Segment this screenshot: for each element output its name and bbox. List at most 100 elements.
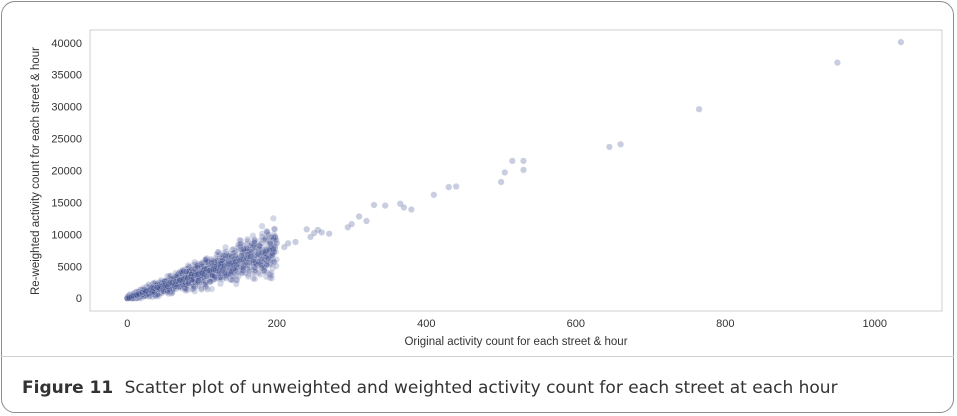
scatter-point: [201, 272, 209, 280]
scatter-point: [195, 272, 203, 280]
scatter-point: [192, 263, 200, 270]
scatter-point: [262, 259, 270, 267]
scatter-point: [148, 285, 156, 293]
scatter-point: [270, 235, 277, 243]
scatter-point: [194, 277, 202, 285]
scatter-point: [144, 289, 151, 296]
scatter-point: [222, 248, 230, 256]
scatter-point: [189, 274, 197, 282]
scatter-point: [126, 294, 134, 302]
scatter-point: [263, 229, 271, 237]
x-tick-label: 200: [268, 318, 286, 330]
scatter-point: [192, 260, 199, 268]
scatter-point: [148, 288, 156, 296]
scatter-point: [138, 290, 146, 298]
scatter-point: [147, 289, 155, 297]
scatter-point: [181, 269, 189, 277]
scatter-point: [147, 289, 155, 296]
scatter-point: [169, 282, 177, 289]
scatter-point: [251, 264, 259, 272]
scatter-point: [132, 291, 139, 299]
scatter-point: [131, 293, 139, 301]
scatter-point: [139, 288, 147, 296]
scatter-point: [163, 282, 170, 290]
scatter-point: [181, 277, 189, 285]
scatter-point: [265, 245, 273, 253]
scatter-point: [216, 262, 224, 270]
scatter-point: [133, 290, 141, 298]
scatter-point: [188, 273, 196, 280]
scatter-point: [124, 294, 132, 301]
scatter-point: [142, 291, 150, 298]
scatter-point: [216, 251, 224, 259]
scatter-point: [157, 285, 164, 293]
scatter-point: [169, 275, 177, 283]
scatter-point: [147, 289, 155, 296]
scatter-point: [218, 257, 226, 265]
scatter-point: [183, 265, 191, 273]
scatter-point: [154, 285, 162, 293]
scatter-point: [202, 280, 210, 288]
scatter-point: [240, 245, 248, 253]
scatter-point: [220, 273, 228, 281]
scatter-point: [184, 270, 192, 277]
scatter-point: [200, 264, 208, 272]
scatter-point: [230, 255, 238, 263]
scatter-point: [194, 277, 202, 284]
scatter-point: [152, 288, 160, 296]
scatter-point: [198, 263, 206, 271]
scatter-point: [144, 286, 152, 294]
scatter-point: [127, 294, 135, 302]
scatter-point: [210, 262, 218, 270]
scatter-point: [235, 272, 242, 280]
scatter-point: [177, 279, 184, 287]
scatter-point: [246, 246, 253, 254]
scatter-point: [189, 283, 197, 290]
scatter-point: [228, 246, 236, 254]
scatter-point: [124, 293, 132, 301]
scatter-point: [219, 266, 227, 274]
scatter-point: [133, 293, 141, 300]
scatter-point: [193, 268, 201, 276]
scatter-point: [124, 294, 131, 302]
scatter-point: [132, 291, 140, 299]
scatter-point: [188, 270, 196, 278]
scatter-point: [194, 277, 202, 285]
scatter-point: [244, 237, 252, 245]
scatter-point: [211, 258, 219, 266]
scatter-point: [209, 273, 216, 281]
scatter-point: [143, 286, 151, 294]
scatter-point: [224, 270, 232, 278]
scatter-point: [234, 241, 242, 249]
scatter-point: [250, 241, 258, 249]
scatter-point: [125, 294, 133, 302]
scatter-point: [235, 268, 243, 276]
scatter-point: [214, 249, 222, 256]
scatter-point: [258, 233, 266, 241]
scatter-point: [138, 288, 146, 295]
scatter-point: [198, 271, 206, 279]
scatter-point: [124, 294, 132, 302]
scatter-point: [130, 293, 138, 301]
scatter-point: [251, 268, 259, 276]
scatter-point: [202, 255, 210, 263]
scatter-point: [240, 253, 248, 261]
scatter-point: [128, 292, 136, 300]
scatter-point: [199, 267, 206, 275]
scatter-point: [183, 279, 191, 287]
scatter-point: [178, 278, 185, 286]
scatter-point: [271, 225, 278, 233]
scatter-point: [166, 279, 174, 287]
scatter-point: [263, 246, 270, 254]
scatter-point: [253, 261, 261, 269]
scatter-point: [187, 273, 195, 280]
scatter-point: [221, 271, 229, 279]
scatter-point: [194, 261, 202, 269]
scatter-point: [136, 293, 144, 301]
scatter-point: [229, 258, 237, 266]
scatter-point: [269, 264, 276, 272]
scatter-point: [169, 282, 177, 289]
scatter-point: [166, 273, 174, 281]
scatter-point: [257, 260, 265, 268]
scatter-point: [141, 291, 149, 299]
